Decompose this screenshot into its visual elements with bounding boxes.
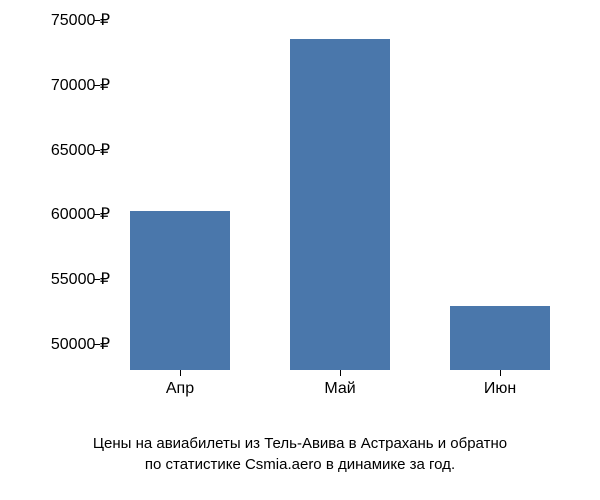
caption-line2: по статистике Csmia.aero в динамике за г… [145, 456, 455, 473]
y-tick-label: 65000 ₽ [20, 140, 110, 160]
chart-container: Апр Май Июн [100, 20, 580, 400]
x-label: Май [324, 380, 355, 398]
bar [450, 306, 549, 370]
x-tick-mark [500, 370, 501, 376]
x-tick-mark [340, 370, 341, 376]
y-tick-label: 75000 ₽ [20, 10, 110, 30]
chart-caption: Цены на авиабилеты из Тель-Авива в Астра… [0, 433, 600, 475]
bar [130, 211, 229, 370]
bar [290, 39, 389, 370]
y-tick-label: 55000 ₽ [20, 269, 110, 289]
x-label: Июн [484, 380, 516, 398]
x-label: Апр [166, 380, 194, 398]
y-tick-label: 60000 ₽ [20, 204, 110, 224]
caption-line1: Цены на авиабилеты из Тель-Авива в Астра… [93, 435, 507, 452]
y-tick-label: 70000 ₽ [20, 75, 110, 95]
y-tick-label: 50000 ₽ [20, 334, 110, 354]
x-tick-mark [180, 370, 181, 376]
plot-area [100, 20, 580, 370]
